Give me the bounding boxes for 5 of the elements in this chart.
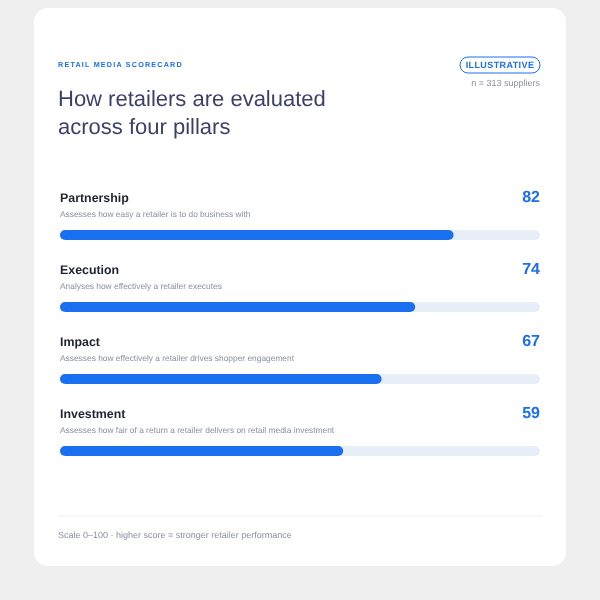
chart-title: How retailers are evaluated across four pillars [58,88,326,140]
data-label: 59 [522,404,542,422]
data-label: 82 [522,188,542,206]
data-label: 67 [522,332,542,350]
data-label: 74 [522,260,542,278]
